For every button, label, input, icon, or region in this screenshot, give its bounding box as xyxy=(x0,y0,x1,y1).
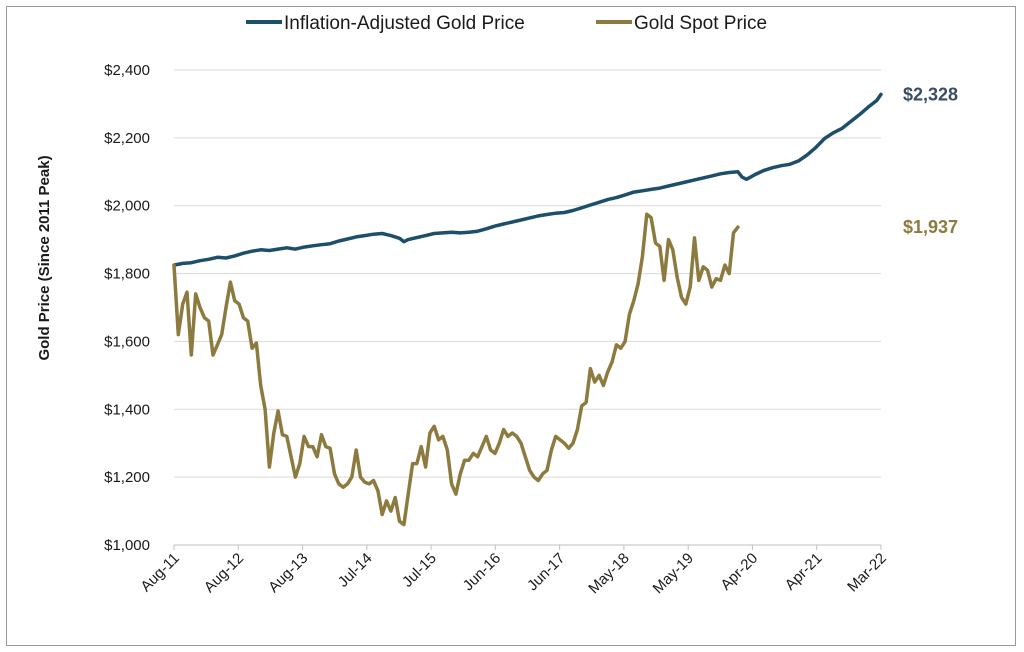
inflation-adjusted-series-line xyxy=(172,92,883,267)
y-tick-label: $2,000 xyxy=(104,198,150,215)
x-tick-label: Aug-12 xyxy=(201,550,247,596)
x-tick-label: May-18 xyxy=(585,550,632,597)
y-tick-label: $1,600 xyxy=(104,333,150,350)
chart-frame xyxy=(6,6,1016,646)
x-tick-label: Apr-21 xyxy=(782,550,826,594)
y-tick-label: $2,200 xyxy=(104,130,150,147)
inflation-adjusted-end-label: $2,328 xyxy=(903,84,958,104)
y-tick-label: $1,800 xyxy=(104,266,150,283)
y-axis-label: Gold Price (Since 2011 Peak) xyxy=(36,155,53,360)
legend: Inflation-Adjusted Gold Price Gold Spot P… xyxy=(246,13,767,34)
y-tick-label: $1,000 xyxy=(104,537,150,554)
legend-label: Inflation-Adjusted Gold Price xyxy=(284,13,525,34)
grid-lines xyxy=(174,69,881,478)
series-lines xyxy=(172,92,883,527)
end-labels: $2,328 $1,937 xyxy=(903,84,958,237)
x-tick-label: Aug-11 xyxy=(137,550,182,595)
x-tick-label: Jun-16 xyxy=(460,550,504,594)
x-tick-label: Aug-13 xyxy=(265,550,311,596)
spot-price-series-line xyxy=(172,212,740,527)
y-tick-label: $2,400 xyxy=(104,62,150,79)
y-tick-label: $1,200 xyxy=(104,469,150,486)
x-tick-label: Jun-17 xyxy=(524,550,568,594)
x-tick-label: May-19 xyxy=(650,550,697,597)
legend-label: Gold Spot Price xyxy=(634,13,767,34)
x-tick-label: Jul-14 xyxy=(335,550,376,591)
x-tick-label: Jul-15 xyxy=(399,550,440,591)
y-axis-ticks: $1,000 $1,200 $1,400 $1,600 $1,800 $2,000 $2,2… xyxy=(104,62,150,554)
x-tick-label: Mar-22 xyxy=(844,550,890,596)
x-tick-label: Apr-20 xyxy=(717,550,761,594)
y-tick-label: $1,400 xyxy=(104,401,150,418)
x-axis-ticks: Aug-11 Aug-12 Aug-13 Jul-14 Jul-15 Jun-16 Jun-… xyxy=(137,545,890,597)
spot-price-end-label: $1,937 xyxy=(903,217,958,237)
